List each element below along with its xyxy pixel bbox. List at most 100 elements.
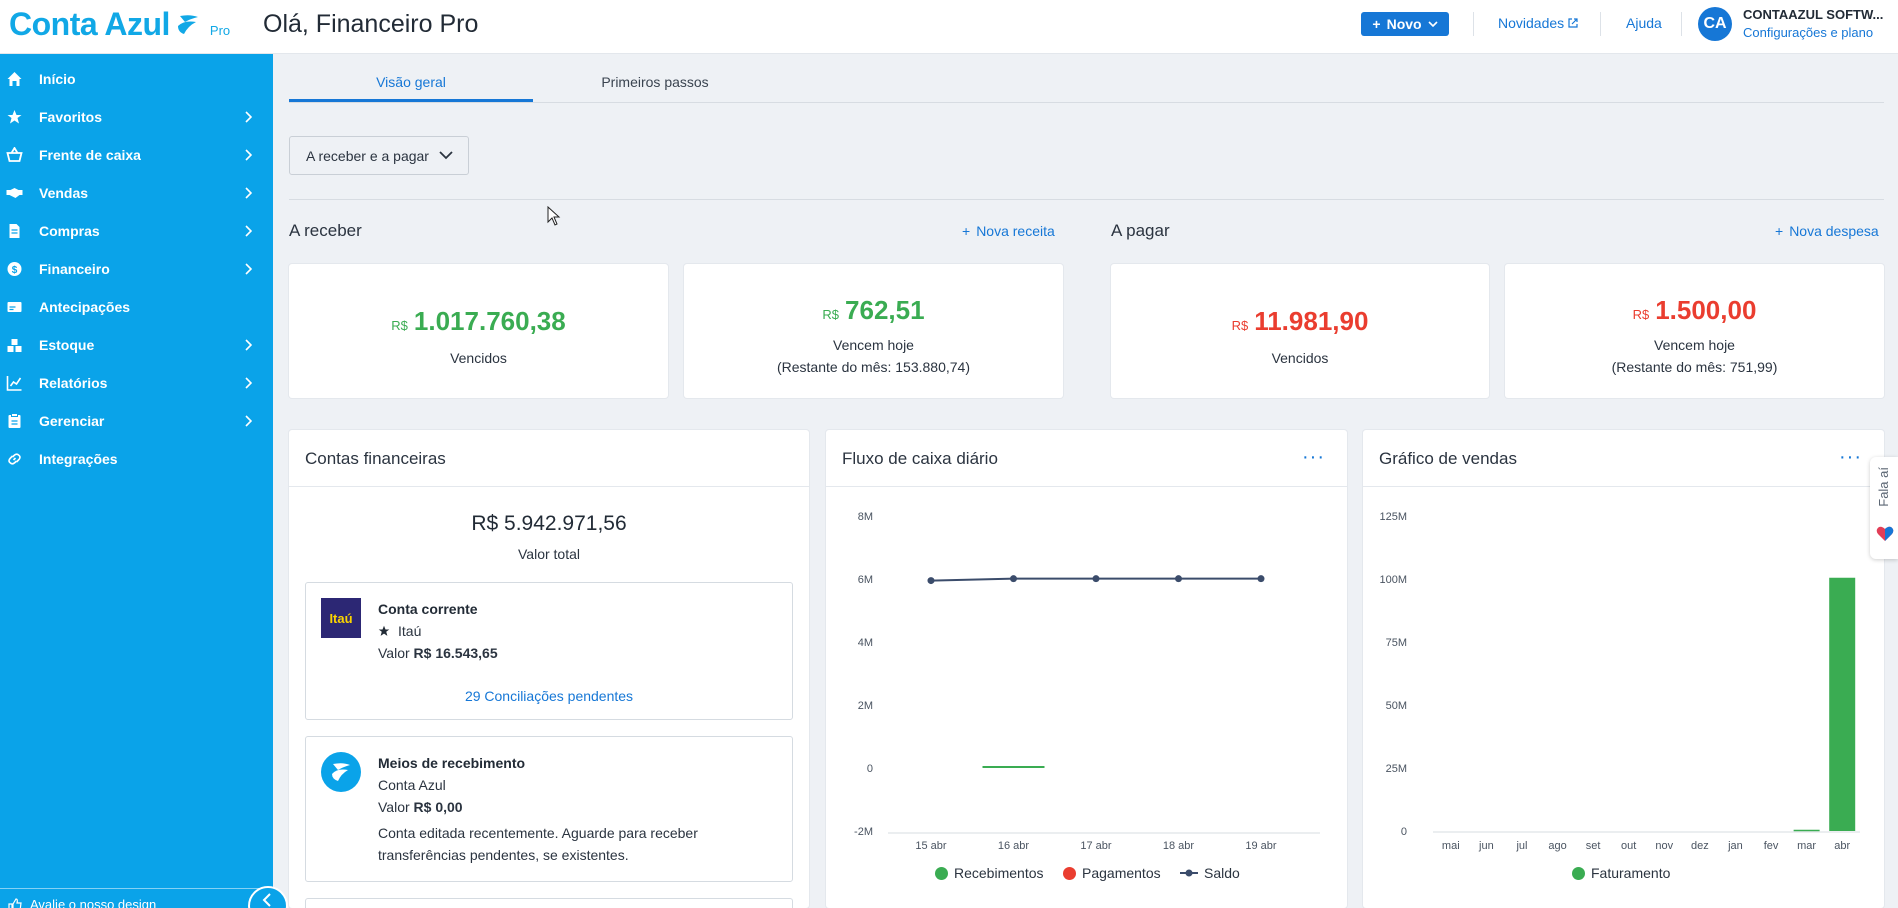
chart-icon bbox=[6, 376, 22, 391]
handshake-icon bbox=[6, 188, 23, 198]
data-point-saldo bbox=[1092, 575, 1100, 583]
amount-value: 11.981,90 bbox=[1254, 306, 1369, 336]
plus-icon: + bbox=[962, 223, 971, 239]
legend-balance[interactable]: Saldo bbox=[1180, 865, 1240, 881]
account-card-receiving[interactable]: Meios de recebimento Conta Azul Valor R$… bbox=[305, 736, 793, 882]
amount: R$ 762,51 bbox=[684, 295, 1063, 326]
value-label: Valor bbox=[378, 799, 410, 815]
sidebar-item-estoque[interactable]: Estoque bbox=[0, 328, 273, 362]
sidebar-item-integracoes[interactable]: Integrações bbox=[0, 442, 273, 476]
cashflow-more-button[interactable]: ··· bbox=[1302, 446, 1325, 468]
currency: R$ bbox=[391, 318, 408, 333]
sidebar-item-label: Financeiro bbox=[39, 261, 110, 277]
data-point-saldo bbox=[1010, 575, 1017, 583]
rate-design-link[interactable]: Avalie o nosso design bbox=[8, 897, 156, 908]
sidebar-item-label: Integrações bbox=[39, 451, 118, 467]
currency: R$ bbox=[1632, 307, 1650, 322]
sidebar-item-relatorios[interactable]: Relatórios bbox=[0, 366, 273, 400]
sidebar-item-label: Gerenciar bbox=[39, 413, 105, 429]
account-card-checking[interactable]: Itaú Conta corrente Itaú Valor R$ 16.543… bbox=[305, 582, 793, 720]
active-tab-indicator bbox=[289, 99, 533, 102]
new-button-label: Novo bbox=[1386, 16, 1422, 32]
sidebar-item-favoritos[interactable]: Favoritos bbox=[0, 100, 273, 134]
account-note: Conta editada recentemente. Aguarde para… bbox=[378, 822, 698, 866]
receivable-today-card[interactable]: R$ 762,51 Vencem hoje (Restante do mês: … bbox=[684, 264, 1063, 398]
y-tick-label: 100M bbox=[1379, 574, 1407, 586]
header-divider bbox=[1473, 12, 1474, 36]
basket-icon bbox=[6, 147, 23, 162]
account-card-partial[interactable] bbox=[305, 898, 793, 908]
tabs-divider bbox=[289, 102, 1884, 103]
sidebar-item-inicio[interactable]: Início bbox=[0, 62, 273, 96]
sidebar-item-compras[interactable]: Compras bbox=[0, 214, 273, 248]
sidebar-item-label: Vendas bbox=[39, 185, 89, 201]
collapse-sidebar-button[interactable] bbox=[248, 886, 288, 908]
sidebar-item-financeiro[interactable]: $ Financeiro bbox=[0, 252, 273, 286]
legend-receipts[interactable]: Recebimentos bbox=[935, 865, 1044, 881]
itau-logo: Itaú bbox=[321, 598, 361, 638]
x-tick-label: out bbox=[1621, 840, 1636, 852]
amount-value: 762,51 bbox=[845, 295, 925, 325]
amount-label: Vencem hoje (Restante do mês: 751,99) bbox=[1505, 334, 1884, 378]
y-tick-label: 0 bbox=[1401, 826, 1407, 838]
tab-visao-geral[interactable]: Visão geral bbox=[376, 74, 446, 90]
data-point-saldo bbox=[927, 577, 935, 585]
sidebar-item-antecipacoes[interactable]: Antecipações bbox=[0, 290, 273, 324]
currency: R$ bbox=[822, 307, 840, 322]
news-link[interactable]: Novidades bbox=[1498, 15, 1578, 31]
new-button[interactable]: + Novo bbox=[1361, 12, 1449, 36]
legend-payments[interactable]: Pagamentos bbox=[1063, 865, 1161, 881]
panel-divider bbox=[289, 486, 809, 487]
x-tick-label: mar bbox=[1797, 840, 1816, 852]
thumbs-up-icon bbox=[8, 897, 22, 908]
chevron-right-icon bbox=[245, 339, 252, 351]
bar-abr bbox=[1829, 577, 1856, 831]
config-link[interactable]: Configurações e plano bbox=[1743, 25, 1874, 40]
legend-line-marker bbox=[1180, 869, 1198, 877]
help-link[interactable]: Ajuda bbox=[1626, 15, 1662, 31]
receivable-overdue-card[interactable]: R$ 1.017.760,38 Vencidos bbox=[289, 264, 668, 398]
legend-dot bbox=[1572, 866, 1585, 880]
y-tick-label: 2M bbox=[858, 700, 873, 712]
sidebar-item-vendas[interactable]: Vendas bbox=[0, 176, 273, 210]
clipboard-icon bbox=[8, 413, 21, 428]
legend-label: Recebimentos bbox=[954, 865, 1044, 881]
bar-mar bbox=[1793, 829, 1820, 832]
dollar-icon: $ bbox=[7, 262, 22, 276]
plus-icon: + bbox=[1372, 16, 1381, 32]
sidebar-item-label: Compras bbox=[39, 223, 100, 239]
header-divider bbox=[1681, 12, 1682, 36]
sidebar: Início Favoritos Frente de caixa Vendas … bbox=[0, 54, 273, 908]
sales-more-button[interactable]: ··· bbox=[1839, 446, 1862, 468]
sidebar-item-frente-de-caixa[interactable]: Frente de caixa bbox=[0, 138, 273, 172]
y-tick-label: -2M bbox=[854, 826, 873, 838]
pending-reconciliations-link[interactable]: 29 Conciliações pendentes bbox=[464, 688, 634, 704]
note-line: transferências pendentes, se existentes. bbox=[378, 847, 629, 863]
account-name: Conta corrente bbox=[378, 601, 478, 617]
sidebar-item-label: Relatórios bbox=[39, 375, 108, 391]
amount: R$ 11.981,90 bbox=[1111, 306, 1489, 337]
legend-revenue[interactable]: Faturamento bbox=[1572, 865, 1670, 881]
conta-azul-logo[interactable]: Conta Azul Pro bbox=[9, 6, 230, 42]
account-value: Valor R$ 0,00 bbox=[378, 799, 463, 815]
new-expense-link[interactable]: + Nova despesa bbox=[1775, 223, 1879, 239]
company-name[interactable]: CONTAAZUL SOFTW... bbox=[1743, 7, 1884, 22]
new-income-link[interactable]: + Nova receita bbox=[962, 223, 1055, 239]
amount-label: Vencidos bbox=[1271, 350, 1329, 366]
avatar[interactable]: CA bbox=[1698, 7, 1732, 41]
tab-primeiros-passos[interactable]: Primeiros passos bbox=[601, 74, 709, 90]
cashflow-panel: Fluxo de caixa diário ··· 8M 6M 4M 2M 0 -2M 15… bbox=[826, 430, 1347, 908]
sidebar-item-gerenciar[interactable]: Gerenciar bbox=[0, 404, 273, 438]
chevron-down-icon bbox=[439, 151, 453, 160]
x-tick-label: dez bbox=[1691, 840, 1709, 852]
x-tick-label: abr bbox=[1834, 840, 1850, 852]
boxes-icon bbox=[7, 339, 22, 352]
payable-title: A pagar bbox=[1111, 221, 1170, 240]
feedback-tab-label: Fala aí bbox=[1876, 467, 1891, 507]
receivable-payable-dropdown[interactable]: A receber e a pagar bbox=[289, 136, 469, 175]
x-tick-label: 18 abr bbox=[1163, 840, 1195, 852]
payable-overdue-card[interactable]: R$ 11.981,90 Vencidos bbox=[1111, 264, 1489, 398]
payable-today-card[interactable]: R$ 1.500,00 Vencem hoje (Restante do mês… bbox=[1505, 264, 1884, 398]
x-tick-label: 16 abr bbox=[998, 840, 1030, 852]
feedback-tab[interactable]: Fala aí bbox=[1870, 457, 1898, 559]
